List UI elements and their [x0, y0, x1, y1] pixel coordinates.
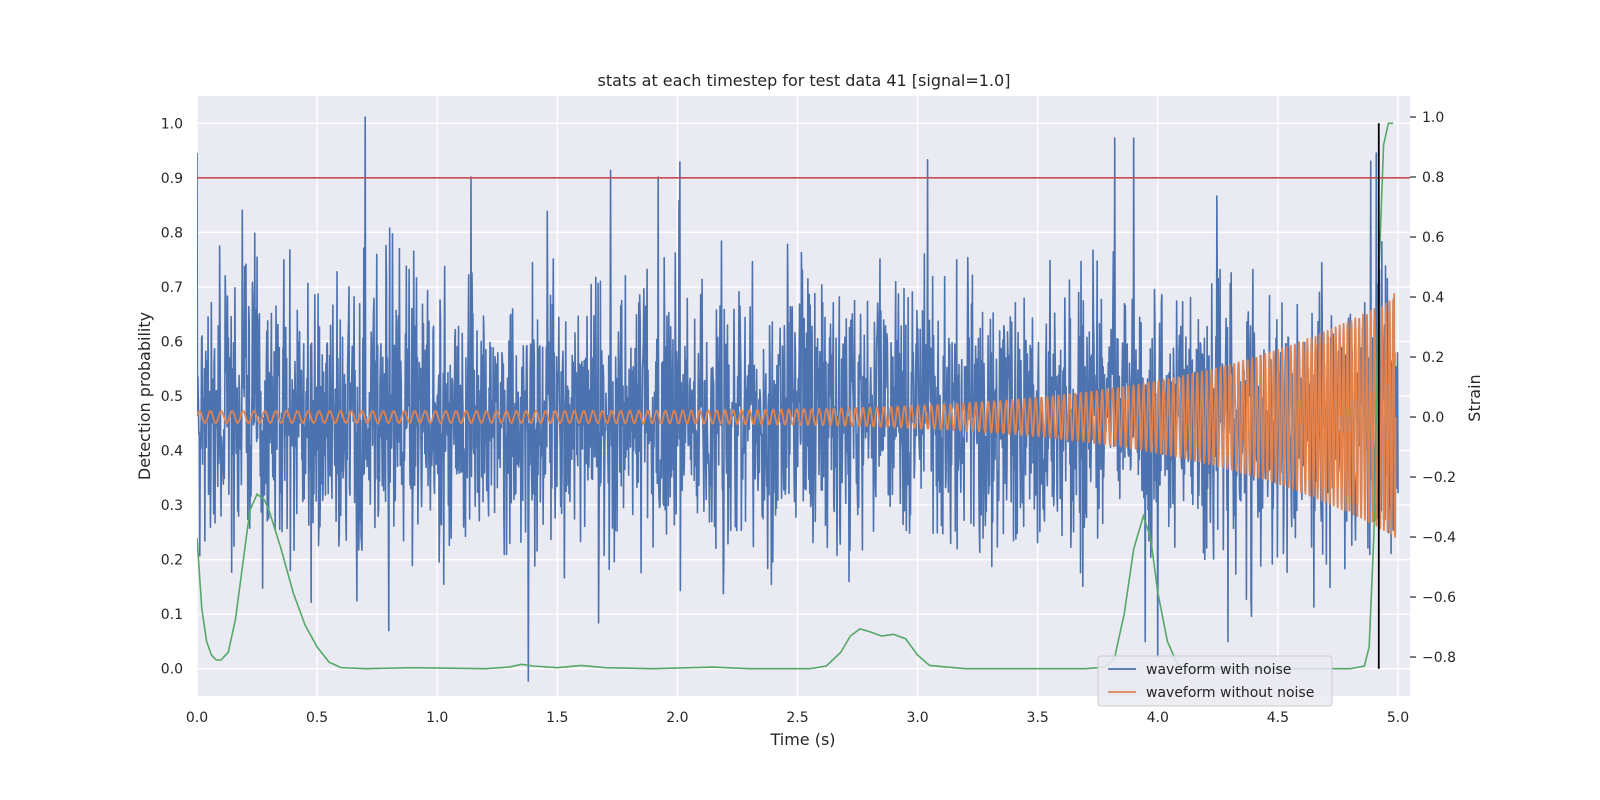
- x-axis-label: Time (s): [769, 730, 835, 749]
- left-y-axis-label: Detection probability: [135, 312, 154, 480]
- left-y-tick-label: 0.3: [161, 498, 183, 514]
- x-axis-ticks: 0.0 0.5 1.0 1.5 2.0 2.5 3.0 3.5 4.0 4.5 5.0: [186, 710, 1409, 726]
- x-tick-label: 1.5: [546, 710, 568, 726]
- legend: waveform with noise waveform without noi…: [1097, 655, 1333, 707]
- right-y-axis-ticks: −0.8 −0.6 −0.4 −0.2 0.0 0.2 0.4 0.6 0.8 1.0: [1410, 110, 1456, 666]
- x-tick-label: 2.0: [666, 710, 688, 726]
- left-y-tick-label: 0.8: [161, 225, 183, 241]
- right-y-tick-label: 0.8: [1422, 170, 1444, 186]
- left-y-tick-label: 0.7: [161, 280, 183, 296]
- x-tick-label: 1.0: [426, 710, 448, 726]
- right-y-tick-label: 0.4: [1422, 290, 1444, 306]
- chart-title: stats at each timestep for test data 41 …: [598, 71, 1011, 90]
- left-y-tick-label: 0.9: [161, 171, 183, 187]
- left-y-tick-label: 0.1: [161, 607, 183, 623]
- x-tick-label: 4.0: [1147, 710, 1169, 726]
- x-tick-label: 0.0: [186, 710, 208, 726]
- x-tick-label: 5.0: [1387, 710, 1409, 726]
- legend-label-waveform-without-noise: waveform without noise: [1146, 685, 1314, 701]
- right-y-tick-label: −0.4: [1422, 530, 1456, 546]
- x-tick-label: 0.5: [306, 710, 328, 726]
- left-y-axis-ticks: 0.0 0.1 0.2 0.3 0.4 0.5 0.6 0.7 0.8 0.9 1.0: [161, 116, 183, 677]
- right-y-tick-label: −0.2: [1422, 470, 1456, 486]
- right-y-tick-label: 1.0: [1422, 110, 1444, 126]
- x-tick-label: 3.0: [906, 710, 928, 726]
- legend-label-waveform-with-noise: waveform with noise: [1146, 662, 1291, 678]
- left-y-tick-label: 1.0: [161, 116, 183, 132]
- right-y-tick-label: 0.0: [1422, 410, 1444, 426]
- series-line-waveform-without-noise: [197, 293, 1397, 538]
- legend-box: [1097, 655, 1333, 707]
- left-y-tick-label: 0.2: [161, 553, 183, 569]
- right-y-tick-label: −0.8: [1422, 650, 1456, 666]
- left-y-tick-label: 0.5: [161, 389, 183, 405]
- left-y-tick-label: 0.0: [161, 662, 183, 678]
- right-y-tick-label: 0.6: [1422, 230, 1444, 246]
- x-tick-label: 3.5: [1027, 710, 1049, 726]
- right-y-tick-label: 0.2: [1422, 350, 1444, 366]
- series-line-waveform-with-noise: [197, 116, 1399, 682]
- right-y-tick-label: −0.6: [1422, 590, 1456, 606]
- right-y-axis-label: Strain: [1465, 374, 1484, 421]
- left-y-tick-label: 0.4: [161, 444, 183, 460]
- x-tick-label: 2.5: [786, 710, 808, 726]
- left-y-tick-label: 0.6: [161, 334, 183, 350]
- x-tick-label: 4.5: [1267, 710, 1289, 726]
